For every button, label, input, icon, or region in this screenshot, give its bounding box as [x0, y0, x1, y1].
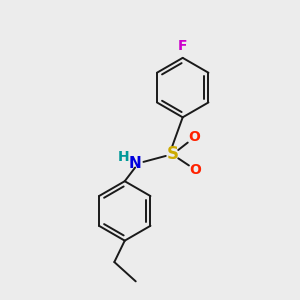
Text: O: O	[188, 130, 200, 144]
Text: N: N	[129, 157, 142, 172]
Text: H: H	[118, 150, 130, 164]
Text: F: F	[178, 39, 188, 53]
Text: S: S	[166, 146, 178, 164]
Text: O: O	[190, 163, 201, 177]
